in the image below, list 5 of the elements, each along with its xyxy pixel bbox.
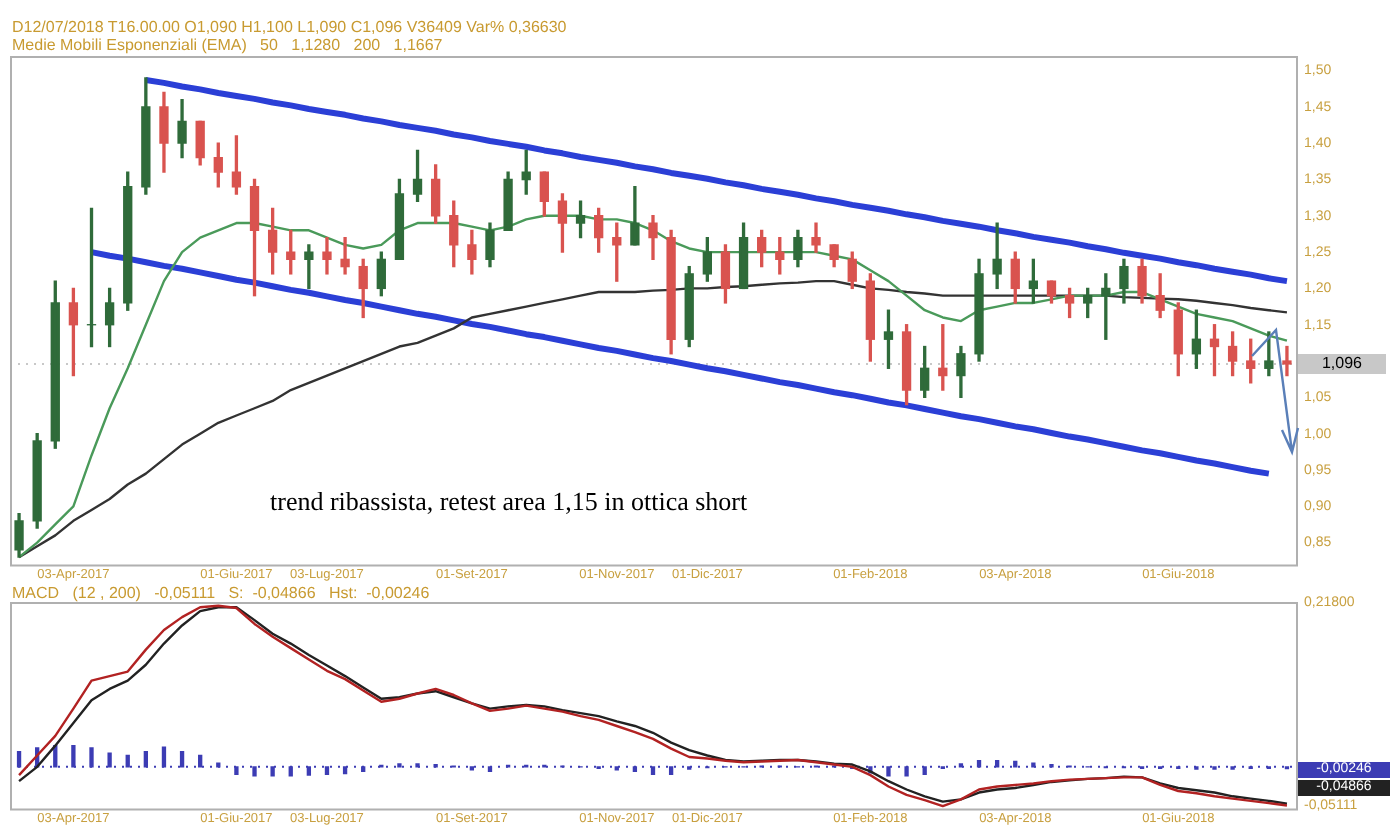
text: MACD (12 , 200) -0,05111 S: -0,04866 Hst: -0,00246 <box>12 584 430 602</box>
text: D12/07/2018 T16.00.00 O1,090 H1,100 L1,090 C1,096 V36409 Var% 0,36630 <box>12 18 567 36</box>
text: Medie Mobili Esponenziali (EMA) 50 1,1280 200 1,1667 <box>12 36 443 54</box>
ref-line-label: 1,096 <box>1321 354 1364 373</box>
annotation: trend ribassista, retest area 1,15 in ottica short <box>270 486 748 518</box>
